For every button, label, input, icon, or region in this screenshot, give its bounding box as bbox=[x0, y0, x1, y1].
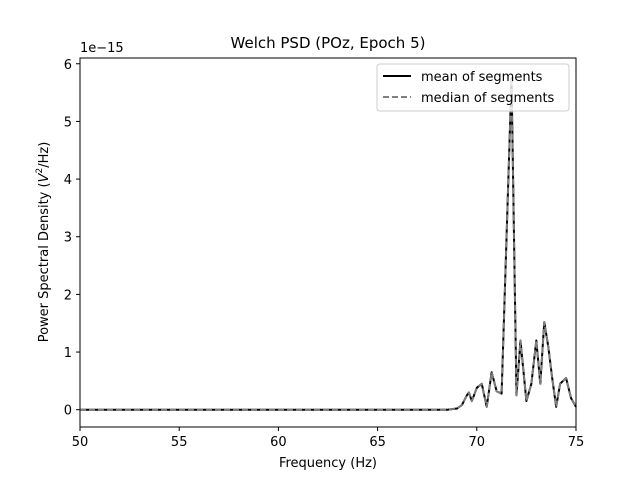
y-tick-label: 3 bbox=[64, 231, 72, 246]
y-tick-label: 1 bbox=[64, 346, 72, 361]
legend-box bbox=[376, 63, 570, 112]
x-axis-label: Frequency (Hz) bbox=[279, 456, 377, 471]
x-tick-label: 65 bbox=[369, 435, 386, 450]
y-tick-label: 4 bbox=[64, 173, 72, 188]
y-offset-text: 1e−15 bbox=[80, 41, 124, 56]
y-axis-label-var: V bbox=[37, 172, 52, 182]
y-tick-label: 6 bbox=[64, 58, 72, 73]
x-tick-label: 55 bbox=[171, 435, 188, 450]
x-axis-ticks: 50 55 60 65 70 75 bbox=[72, 427, 585, 450]
y-axis-label-prefix: Power Spectral Density ( bbox=[37, 182, 52, 342]
x-tick-label: 60 bbox=[270, 435, 287, 450]
y-tick-label: 0 bbox=[64, 404, 72, 419]
series-line-0 bbox=[80, 77, 577, 411]
legend-label-median: median of segments bbox=[421, 91, 555, 106]
x-tick-label: 70 bbox=[469, 435, 486, 450]
chart-title: Welch PSD (POz, Epoch 5) bbox=[231, 34, 426, 52]
y-axis-label-exp: 2 bbox=[35, 168, 45, 174]
plot-lines bbox=[80, 77, 577, 411]
legend: mean of segments median of segments bbox=[376, 63, 570, 112]
y-tick-label: 5 bbox=[64, 115, 72, 130]
y-axis-label: Power Spectral Density (V2/Hz) bbox=[35, 142, 52, 343]
x-tick-label: 75 bbox=[568, 435, 585, 450]
x-tick-label: 50 bbox=[72, 435, 89, 450]
legend-label-mean: mean of segments bbox=[421, 70, 543, 85]
y-axis-ticks: 0 1 2 3 4 5 6 bbox=[64, 58, 80, 419]
y-axis-label-suffix: /Hz) bbox=[37, 142, 52, 168]
y-tick-label: 2 bbox=[64, 288, 72, 303]
series-line-1 bbox=[80, 77, 577, 411]
plot-frame bbox=[79, 57, 577, 428]
